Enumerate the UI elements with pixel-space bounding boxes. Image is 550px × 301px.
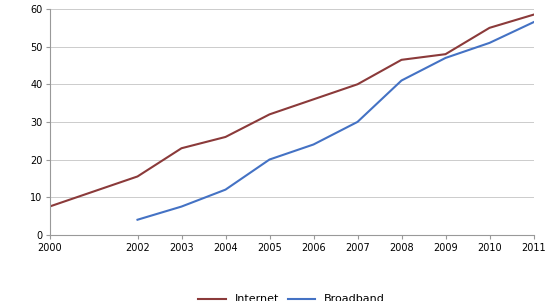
Internet [46, 205, 53, 208]
Broadband [178, 205, 185, 208]
Line: Internet: Internet [50, 15, 534, 206]
Internet [442, 52, 449, 56]
Internet [222, 135, 229, 139]
Internet [486, 26, 493, 30]
Internet [178, 147, 185, 150]
Line: Broadband: Broadband [138, 22, 534, 220]
Broadband [442, 56, 449, 60]
Internet [354, 82, 361, 86]
Broadband [134, 218, 141, 222]
Broadband [398, 79, 405, 82]
Broadband [310, 143, 317, 146]
Legend: Internet, Broadband: Internet, Broadband [193, 290, 390, 301]
Internet [530, 13, 537, 17]
Broadband [222, 188, 229, 191]
Internet [266, 113, 273, 116]
Internet [134, 175, 141, 178]
Internet [398, 58, 405, 62]
Internet [90, 190, 97, 193]
Broadband [354, 120, 361, 124]
Broadband [486, 41, 493, 45]
Broadband [530, 20, 537, 24]
Broadband [266, 158, 273, 161]
Internet [310, 98, 317, 101]
